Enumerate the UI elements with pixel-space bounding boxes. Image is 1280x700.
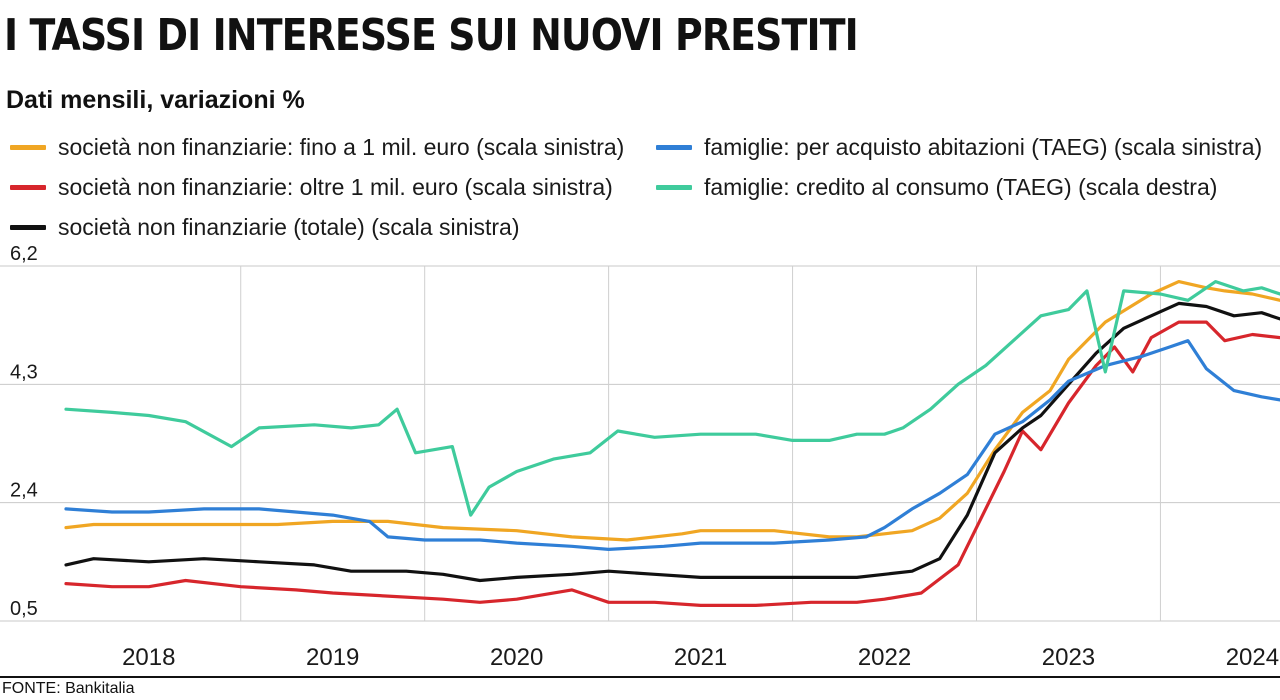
y-tick-label: 0,5 (10, 598, 38, 620)
y-tick-label: 4,3 (10, 361, 38, 383)
legend-swatch-large (10, 185, 46, 190)
y-tick-label: 6,2 (10, 243, 38, 265)
legend-label-mortgage: famiglie: per acquisto abitazioni (TAEG)… (704, 134, 1263, 160)
x-tick-label: 2023 (1042, 644, 1095, 671)
legend-item-total: società non finanziarie (totale) (scala … (10, 214, 519, 241)
legend-label-pmi: società non finanziarie: fino a 1 mil. e… (58, 134, 625, 160)
x-tick-label: 2019 (306, 644, 359, 671)
legend-item-pmi: società non finanziarie: fino a 1 mil. e… (10, 134, 624, 161)
series-line-3 (64, 339, 1280, 551)
chart-title: I TASSI DI INTERESSE SUI NUOVI PRESTITI (4, 10, 859, 61)
x-tick-label: 2020 (490, 644, 543, 671)
series-line-4 (64, 280, 1280, 517)
x-tick-label: 2022 (858, 644, 911, 671)
legend-item-large: società non finanziarie: oltre 1 mil. eu… (10, 174, 613, 201)
x-tick-label: 2021 (674, 644, 727, 671)
series-line-1 (64, 320, 1280, 607)
source-note: FONTE: Bankitalia (2, 680, 135, 697)
footer-rule (0, 676, 1280, 678)
legend-swatch-total (10, 225, 46, 230)
line-chart: 6,2 4,3 2,4 0,5 2018 2019 2020 2021 2022 2023 2024 (0, 243, 1280, 671)
legend-swatch-pmi (10, 145, 46, 150)
legend-label-total: società non finanziarie (totale) (scala … (58, 214, 520, 240)
chart-subtitle: Dati mensili, variazioni % (6, 86, 305, 114)
legend-item-mortgage: famiglie: per acquisto abitazioni (TAEG)… (656, 134, 1262, 161)
y-tick-label: 2,4 (10, 480, 38, 502)
series-line-0 (64, 280, 1280, 542)
series-line-2 (64, 301, 1280, 583)
legend-swatch-mortgage (656, 145, 692, 150)
x-tick-label: 2018 (122, 644, 175, 671)
legend-label-large: società non finanziarie: oltre 1 mil. eu… (58, 174, 613, 200)
legend-swatch-consumer (656, 185, 692, 190)
x-tick-label: 2024 (1226, 644, 1279, 671)
legend-item-consumer: famiglie: credito al consumo (TAEG) (sca… (656, 174, 1217, 201)
legend-label-consumer: famiglie: credito al consumo (TAEG) (sca… (704, 174, 1218, 200)
